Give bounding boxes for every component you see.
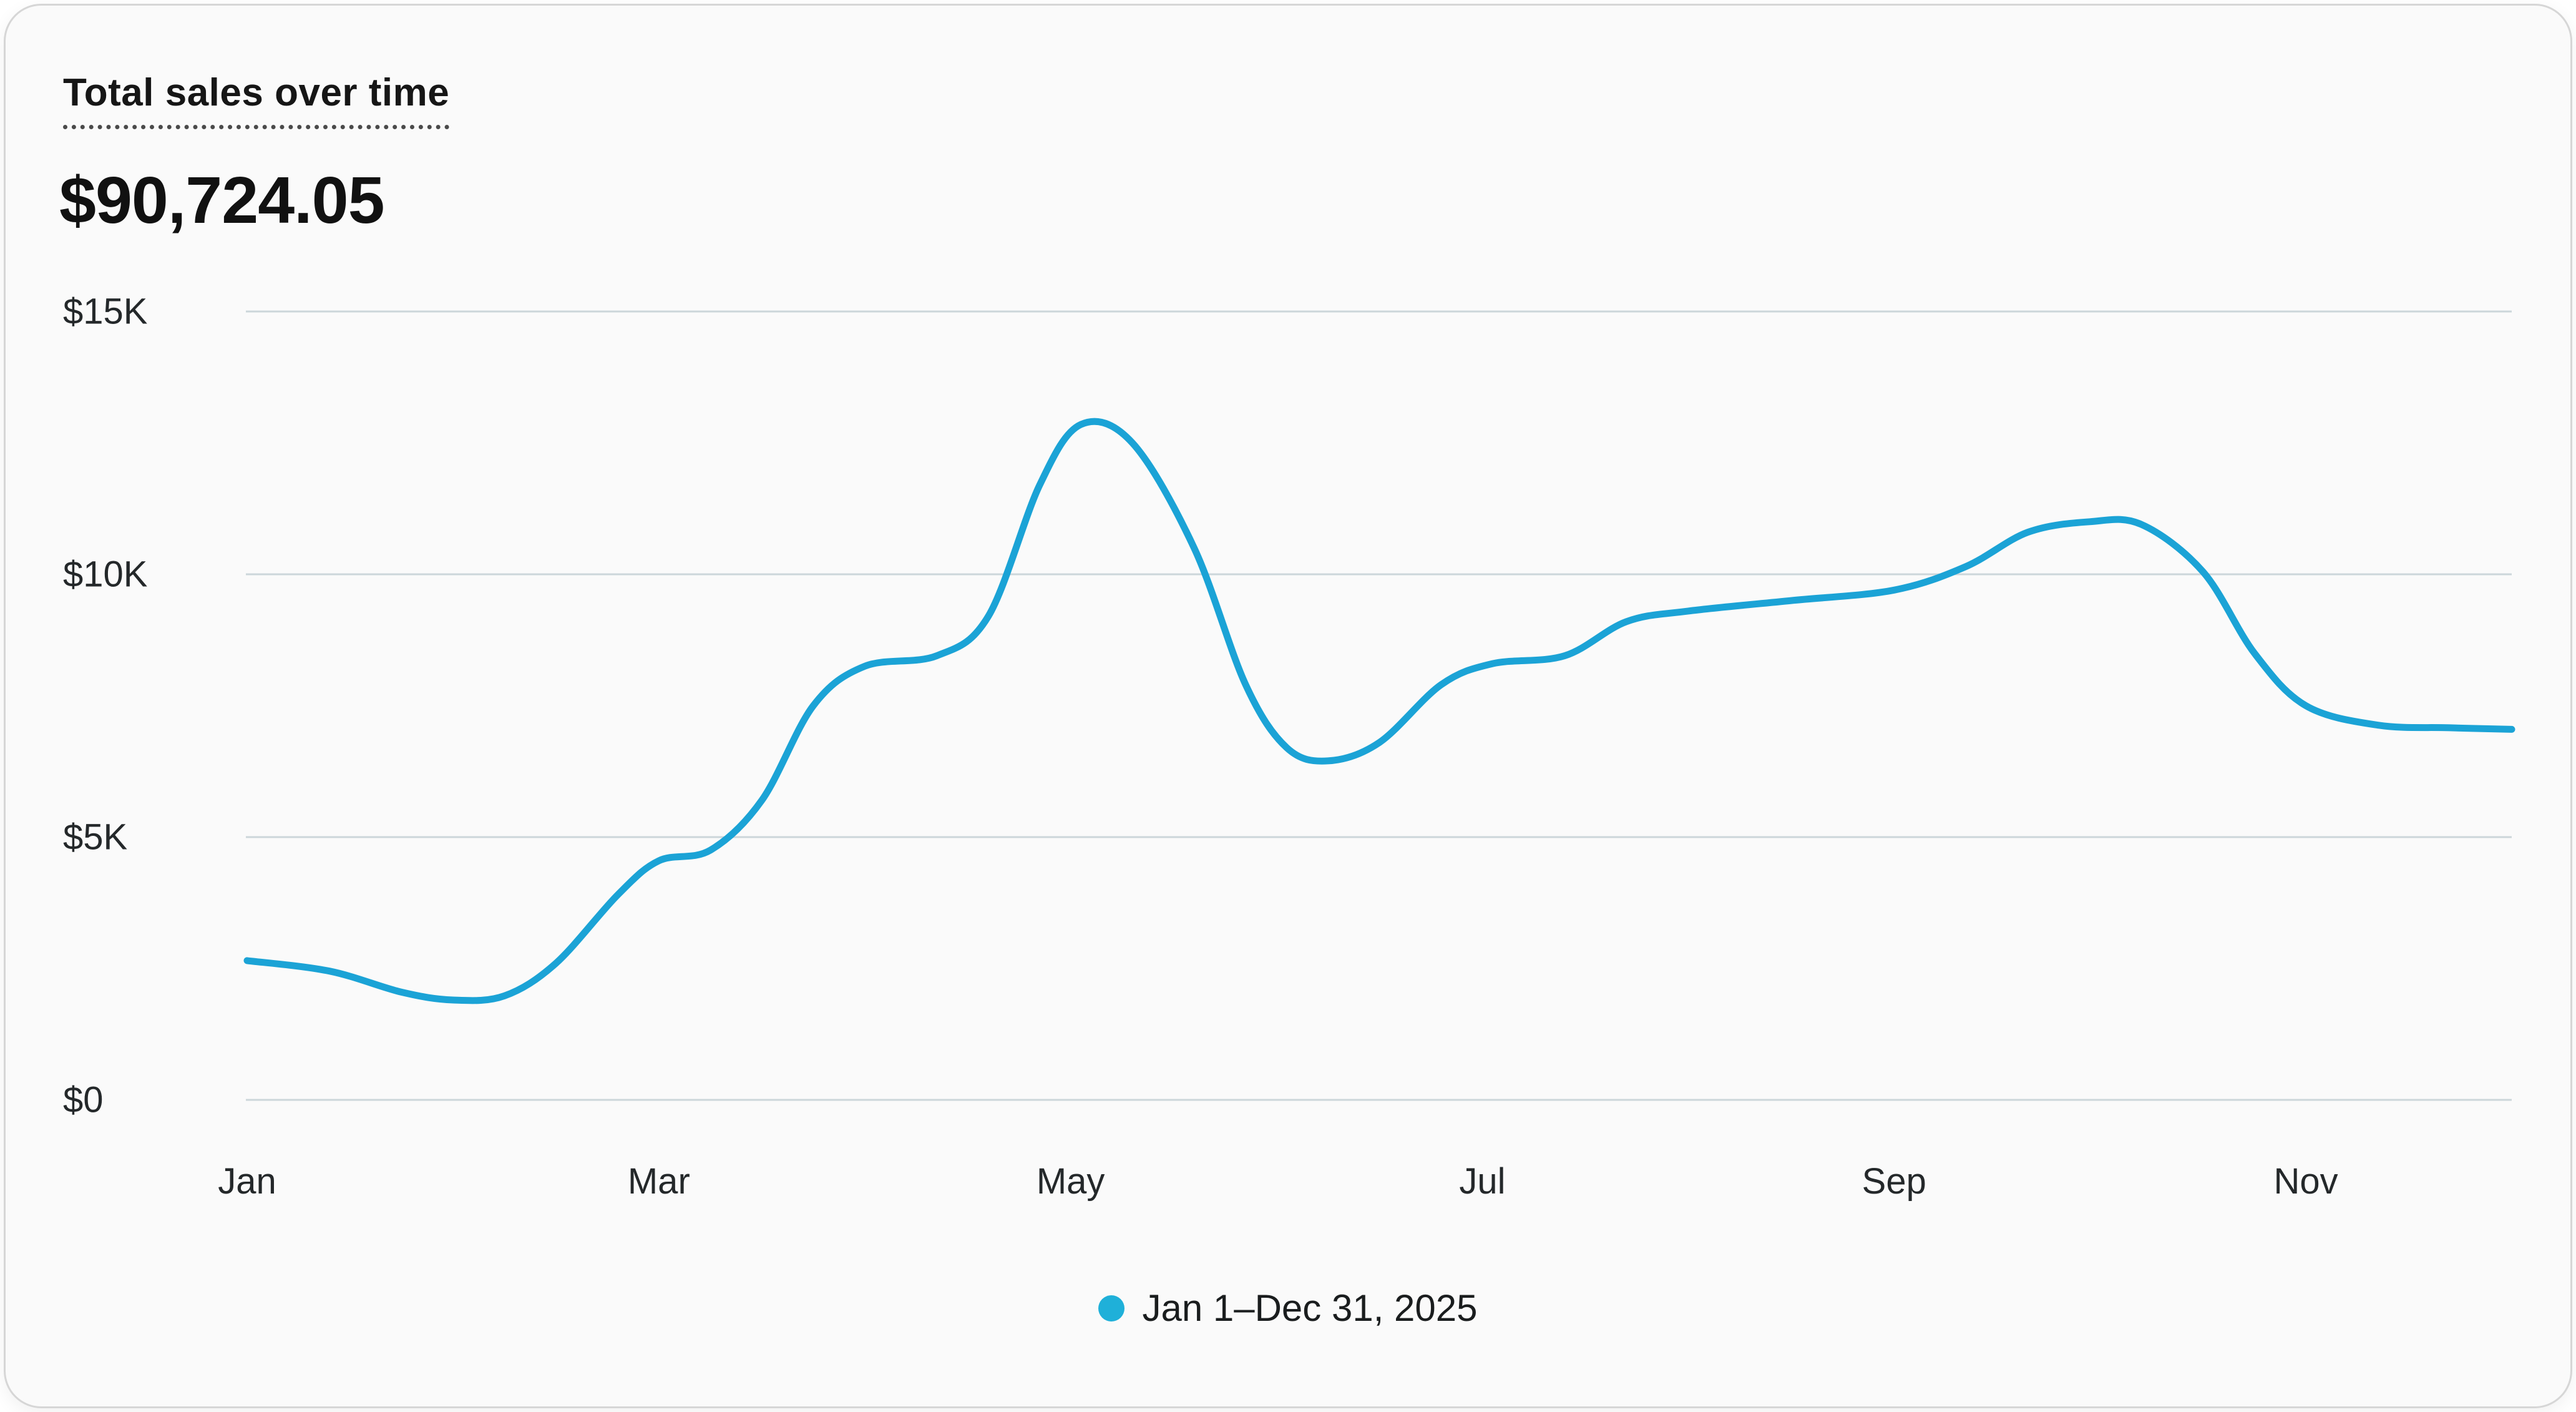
y-axis-label: $0 [63,1079,104,1120]
y-axis-label: $5K [63,816,128,858]
y-axis-label: $15K [63,291,148,332]
gridlines [246,310,2512,1101]
total-sales-card: Total sales over time $90,724.05 $15K $10… [4,4,2572,1408]
y-axis-label: $10K [63,554,148,595]
x-axis-label: Sep [1861,1161,1926,1202]
x-axis-label: May [1036,1161,1105,1202]
sales-line-chart[interactable] [6,6,2572,1408]
x-axis-label: Mar [627,1161,690,1202]
x-axis-label: Jul [1459,1161,1506,1202]
chart-title[interactable]: Total sales over time [63,71,450,129]
x-axis-label: Jan [218,1161,276,1202]
sales-line-path[interactable] [243,418,2515,1004]
x-axis-label: Nov [2273,1161,2338,1202]
total-sales-value: $90,724.05 [59,164,385,237]
legend: Jan 1–Dec 31, 2025 [6,1287,2570,1330]
legend-label: Jan 1–Dec 31, 2025 [1142,1287,1478,1329]
legend-dot-icon [1098,1295,1125,1321]
